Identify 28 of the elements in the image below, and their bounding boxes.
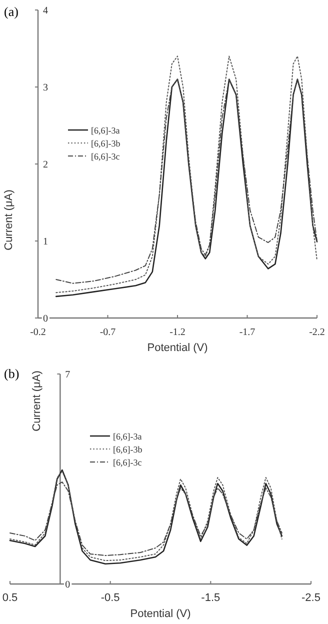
x-tick-label: -0.7 <box>100 327 116 338</box>
y-tick-label: 0 <box>65 580 70 590</box>
x-axis-title: Potential (V) <box>147 342 208 354</box>
y-tick-label: 4 <box>43 6 48 16</box>
x-tick-label: -2.5 <box>302 592 320 604</box>
legend-label: [6,6]-3b <box>113 444 143 454</box>
legend-label: [6,6]-3b <box>91 138 121 148</box>
legend-label: [6,6]-3a <box>91 126 120 136</box>
x-tick-label: 0.5 <box>2 592 18 604</box>
x-tick-label: -1.7 <box>239 327 256 338</box>
x-tick-label: -1.5 <box>201 592 220 604</box>
y-tick-label: 1 <box>43 236 48 248</box>
x-tick-label: -0.2 <box>30 327 46 338</box>
x-tick-label: -1.2 <box>170 327 186 338</box>
y-axis-title: Current (μA) <box>31 370 43 432</box>
x-tick-label: -2.2 <box>309 327 325 338</box>
y-tick-label: 3 <box>43 82 48 94</box>
legend-label: [6,6]-3c <box>113 458 142 468</box>
y-tick-label: 0 <box>43 314 48 324</box>
chart-title: (b) <box>4 366 20 381</box>
chart-title: (a) <box>4 4 18 19</box>
legend-label: [6,6]-3c <box>91 152 120 162</box>
legend-label: [6,6]-3a <box>113 432 142 442</box>
y-tick-label: 2 <box>43 160 48 170</box>
y-tick-label: 7 <box>65 370 70 380</box>
y-axis-title: Current (μA) <box>3 190 15 250</box>
x-axis-title: Potential (V) <box>130 608 191 620</box>
x-tick-label: -0.5 <box>100 592 120 604</box>
